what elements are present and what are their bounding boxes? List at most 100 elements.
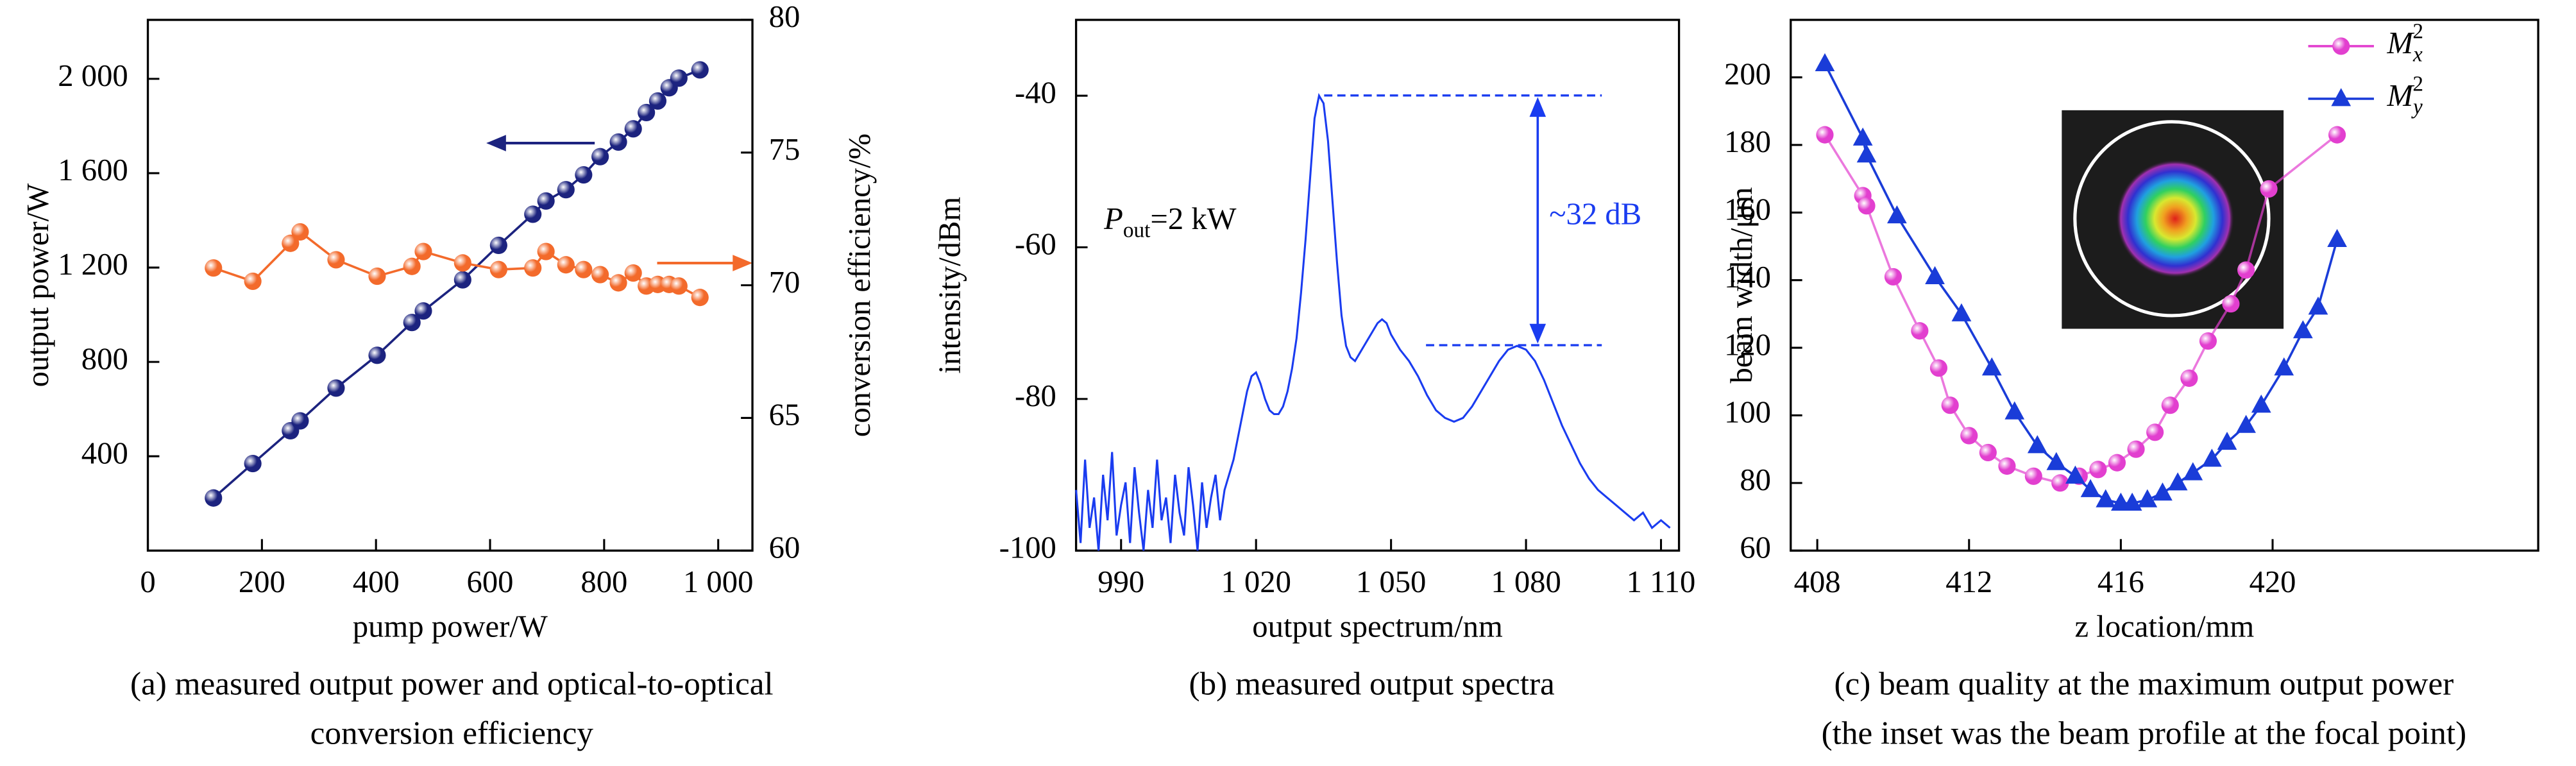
marker <box>2065 465 2085 484</box>
marker <box>524 205 542 223</box>
marker <box>2046 452 2067 470</box>
marker <box>291 412 309 430</box>
marker <box>2328 126 2346 144</box>
marker <box>1998 457 2016 475</box>
annotation-tail: =2 kW <box>1150 201 1236 236</box>
marker <box>403 314 421 332</box>
marker <box>2122 492 2142 511</box>
marker <box>1816 126 1834 144</box>
y2-tick-label: 70 <box>769 265 801 300</box>
y-tick-label: 1 200 <box>58 247 128 282</box>
marker <box>1941 396 1959 414</box>
marker <box>368 267 386 285</box>
marker <box>2217 431 2237 450</box>
marker <box>2161 396 2179 414</box>
arrow-head <box>733 255 753 271</box>
marker <box>489 236 507 255</box>
marker <box>1979 443 1997 462</box>
marker <box>1951 303 1972 321</box>
arrow-head <box>1529 323 1546 344</box>
marker <box>1981 357 2002 376</box>
caption: (c) beam quality at the maximum output p… <box>1835 666 2454 702</box>
marker <box>368 346 386 364</box>
marker <box>2089 461 2107 479</box>
plot-frame <box>1074 19 1681 552</box>
y2-axis-label: conversion efficiency/% <box>842 133 877 437</box>
y-axis-label: beam width/μm <box>1724 187 1759 384</box>
marker <box>2024 467 2042 485</box>
x-tick-label: 1 020 <box>1221 565 1291 599</box>
y-tick-label: 800 <box>81 341 128 376</box>
marker <box>2153 482 2173 501</box>
x-tick-label: 0 <box>140 565 155 599</box>
marker <box>2180 369 2198 387</box>
y-tick-label: 180 <box>1724 124 1771 159</box>
y2-tick-label: 75 <box>769 132 801 167</box>
x-tick-label: 1 080 <box>1491 565 1561 599</box>
marker <box>2222 295 2240 313</box>
beam-inset <box>2062 110 2284 329</box>
marker <box>414 302 432 320</box>
legend-base: M <box>2386 78 2414 113</box>
x-axis-label: output spectrum/nm <box>1252 609 1503 643</box>
inset-circle <box>2073 120 2271 318</box>
y-tick-label: 80 <box>1740 463 1771 497</box>
x-axis-label: pump power/W <box>353 609 548 643</box>
marker <box>1960 427 1978 445</box>
marker <box>691 289 709 307</box>
marker <box>2237 261 2255 279</box>
marker <box>1925 266 1945 284</box>
marker <box>2146 423 2164 441</box>
y-tick-label: -40 <box>1015 75 1056 110</box>
legend: Mx2 My 2 <box>2308 19 2423 119</box>
marker <box>537 243 555 260</box>
marker <box>205 259 223 277</box>
arrow-head <box>486 135 506 151</box>
marker <box>2199 332 2217 350</box>
marker <box>1887 205 1907 224</box>
marker <box>327 251 345 269</box>
marker <box>2137 489 2158 507</box>
marker <box>670 277 688 295</box>
marker <box>414 243 432 260</box>
marker <box>2274 357 2294 376</box>
legend-label: Mx2 <box>2386 19 2423 66</box>
marker <box>1911 322 1929 340</box>
x-axis-label: z location/mm <box>2075 609 2255 643</box>
y-tick-label: 160 <box>1724 192 1771 226</box>
marker <box>489 260 507 278</box>
marker <box>691 61 709 79</box>
x-tick-label: 800 <box>580 565 627 599</box>
marker <box>1856 144 1877 163</box>
marker <box>638 103 656 122</box>
beam-spot <box>2115 159 2235 278</box>
legend-sup: 2 <box>2412 19 2423 43</box>
chart: 408 412 416 420 60 80 100 120 140 160 180 200 z loca… <box>1724 19 2539 751</box>
marker <box>291 223 309 241</box>
marker <box>1858 197 1876 215</box>
y-tick-label: 140 <box>1724 260 1771 294</box>
legend-sub: y <box>2411 95 2423 119</box>
marker <box>453 271 471 289</box>
marker <box>2167 472 2188 491</box>
x-tick-label: 412 <box>1945 565 1992 599</box>
db-annotation: ~32 dB <box>1549 196 1641 231</box>
caption: (a) measured output power and optical-to… <box>130 666 774 702</box>
y2-tick-label: 80 <box>769 0 801 34</box>
y-tick-label: 400 <box>81 436 128 470</box>
marker <box>2331 88 2351 106</box>
marker <box>2051 474 2069 492</box>
x-tick-label: 408 <box>1794 565 1841 599</box>
plot-frame <box>1790 19 2539 552</box>
marker <box>2027 435 2047 454</box>
marker <box>2080 479 2101 497</box>
marker <box>648 92 667 110</box>
marker <box>205 489 223 507</box>
marker <box>2251 395 2271 413</box>
x-tick-label: 1 000 <box>683 565 753 599</box>
marker <box>2096 489 2116 507</box>
marker <box>1884 268 1902 286</box>
y-tick-label: 1 600 <box>58 153 128 187</box>
x-tick-label: 990 <box>1097 565 1144 599</box>
